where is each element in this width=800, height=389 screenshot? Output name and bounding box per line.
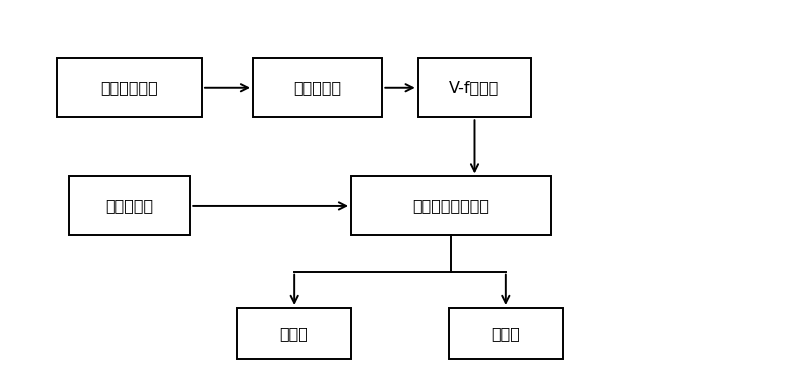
Text: 计数器: 计数器 <box>491 326 520 341</box>
Bar <box>351 176 551 235</box>
Bar <box>57 58 202 117</box>
Text: V-f变换器: V-f变换器 <box>450 80 500 95</box>
Text: 数字式频率比较器: 数字式频率比较器 <box>413 198 490 214</box>
Bar <box>238 308 351 359</box>
Text: 加速度传感器: 加速度传感器 <box>101 80 158 95</box>
Bar <box>449 308 562 359</box>
Text: 蜂鸣器: 蜂鸣器 <box>280 326 309 341</box>
Bar <box>418 58 531 117</box>
Bar <box>253 58 382 117</box>
Bar <box>69 176 190 235</box>
Text: 差分放大器: 差分放大器 <box>294 80 342 95</box>
Text: 波形发生器: 波形发生器 <box>106 198 154 214</box>
